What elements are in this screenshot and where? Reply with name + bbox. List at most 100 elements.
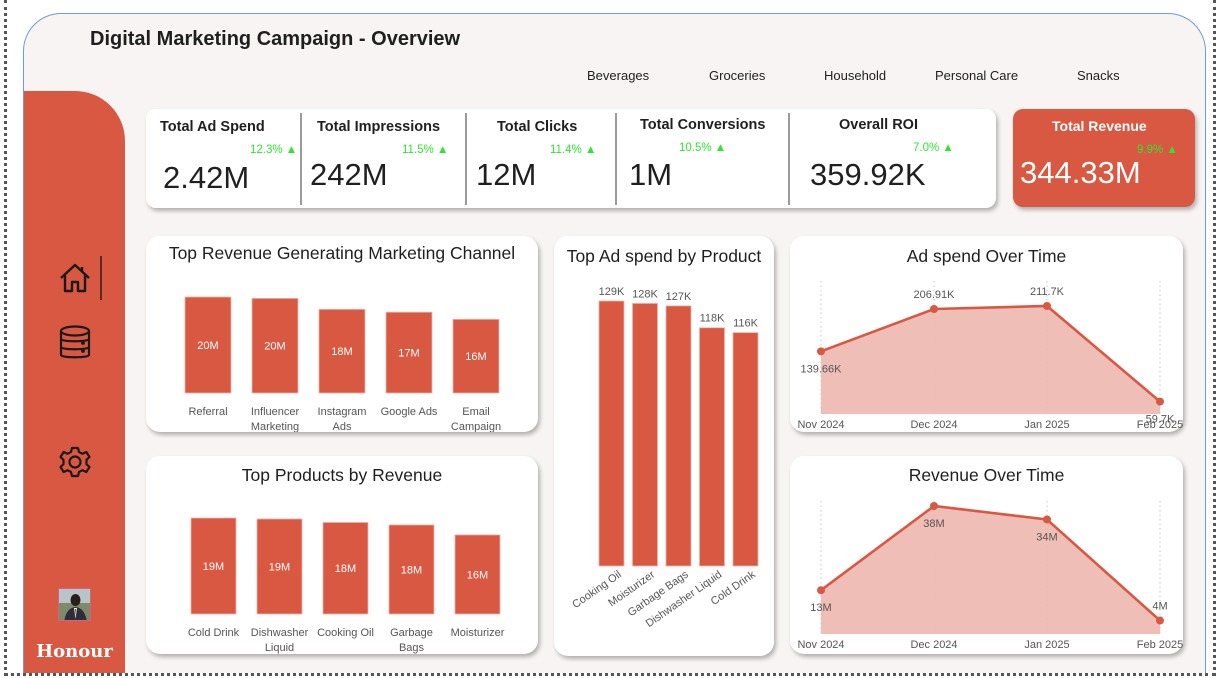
page-frame [4, 0, 1216, 676]
bar-value-label: 129K [599, 286, 625, 298]
x-tick-label: Nov 2024 [797, 639, 844, 651]
bar-value-label: 17M [398, 348, 419, 360]
home-icon[interactable] [58, 261, 92, 295]
series-line [820, 504, 1161, 622]
kpi-label: Total Conversions [640, 117, 766, 133]
x-tick-label: Campaign [451, 421, 501, 432]
bar-value-label: 19M [203, 561, 224, 573]
kpi-divider [465, 113, 467, 205]
data-point [1156, 397, 1164, 406]
bar-value-label: 18M [331, 346, 352, 358]
adspend-time-chart: 139.66K Nov 2024 206.91K Dec 2024 211.7K Jan … [797, 281, 1183, 431]
avatar[interactable] [58, 588, 91, 621]
kpi-delta: 7.0% ▲ [913, 142, 954, 154]
x-tick-label: Dec 2024 [910, 639, 957, 651]
data-label: 206.91K [914, 289, 956, 301]
bar-value-label: 118K [700, 313, 726, 325]
chart-title: Ad spend Over Time [906, 246, 1067, 266]
data-label: 4M [1152, 601, 1167, 613]
bar-value-label: 20M [264, 341, 285, 353]
bar [256, 518, 303, 615]
area-fill [821, 306, 1160, 414]
kpi-value: 344.33M [1020, 155, 1141, 190]
kpi-label: Total Revenue [1052, 118, 1147, 134]
gear-icon[interactable] [58, 445, 92, 479]
kpi-total-impressions[interactable]: Total Impressions 11.5% ▲ 242M [302, 109, 466, 208]
bar-value-label: 116K [733, 318, 759, 330]
bar [388, 524, 435, 615]
bar-value-label: 19M [269, 561, 290, 573]
x-tick-label: Garbage [390, 627, 433, 639]
database-icon[interactable] [58, 325, 92, 359]
kpi-value: 242M [310, 157, 388, 192]
x-tick-label: Marketing [251, 421, 299, 432]
kpi-delta: 12.3% ▲ [250, 144, 298, 156]
active-nav-indicator [100, 256, 102, 300]
bar-value-label: 20M [197, 340, 218, 352]
bar-value-label: 18M [335, 563, 356, 575]
data-point [1156, 616, 1164, 625]
bar [452, 318, 500, 394]
bar-value-label: 128K [632, 288, 658, 300]
product-revenue-chart: 19M Cold Drink 19M Dishwasher Liquid 18M Cooki… [188, 517, 505, 654]
data-label: 34M [1036, 531, 1057, 543]
slicer-item-beverages[interactable]: Beverages [587, 68, 650, 83]
chart-title: Revenue Over Time [908, 465, 1065, 485]
kpi-total-conversions[interactable]: Total Conversions 10.5% ▲ 1M [617, 109, 787, 208]
data-point [817, 347, 825, 356]
bar [251, 298, 299, 394]
data-label: 211.7K [1030, 286, 1065, 298]
chart-title: Top Ad spend by Product [566, 246, 762, 266]
data-point [817, 586, 825, 595]
kpi-total-ad-spend[interactable]: Total Ad Spend 12.3% ▲ 2.42M [146, 109, 300, 208]
kpi-overall-roi[interactable]: Overall ROI 7.0% ▲ 359.92K [790, 109, 996, 208]
kpi-total-revenue[interactable]: Total Revenue 9.9% ▲ 344.33M [1013, 109, 1195, 207]
kpi-strip: Total Ad Spend 12.3% ▲ 2.42M Total Impre… [146, 109, 996, 208]
data-label: 139.66K [801, 363, 843, 375]
x-tick-label: Cold Drink [188, 627, 240, 639]
x-tick-label: Jan 2025 [1024, 639, 1069, 651]
kpi-delta: 11.5% ▲ [402, 144, 449, 156]
x-tick-label: Feb 2025 [1137, 639, 1183, 651]
series-line [820, 304, 1161, 403]
report-canvas: Digital Marketing Campaign - Overview Be… [23, 13, 1206, 673]
revenue-time-chart-card: Revenue Over Time 13M Nov 2024 38M Dec 2024… [790, 456, 1183, 654]
adspend-time-chart-card: Ad spend Over Time 139.66K Nov 2024 206.91… [790, 236, 1183, 432]
slicer-item-groceries[interactable]: Groceries [709, 68, 766, 83]
kpi-value: 12M [476, 157, 537, 192]
kpi-total-clicks[interactable]: Total Clicks 11.4% ▲ 12M [467, 109, 615, 208]
data-label: 38M [923, 518, 944, 530]
sidebar: Honour [24, 91, 125, 673]
page-title: Digital Marketing Campaign - Overview [90, 28, 461, 50]
x-tick-label: Jan 2025 [1024, 419, 1069, 431]
data-label: 13M [810, 602, 831, 614]
kpi-value: 2.42M [163, 160, 250, 195]
bar [454, 534, 501, 615]
bar [732, 332, 759, 567]
bar [385, 311, 433, 394]
kpi-delta: 11.4% ▲ [550, 144, 597, 156]
x-tick-label: Google Ads [381, 406, 438, 418]
kpi-divider [788, 113, 790, 205]
x-tick-label: Moisturizer [451, 627, 505, 639]
x-tick-label: Influencer [251, 406, 300, 418]
bar [184, 296, 232, 394]
slicer-item-personal-care[interactable]: Personal Care [935, 68, 1019, 83]
bar [665, 305, 692, 567]
area-fill [821, 506, 1160, 634]
slicer-item-snacks[interactable]: Snacks [1077, 68, 1120, 83]
bar-value-label: 127K [666, 291, 692, 303]
data-point [930, 305, 938, 314]
bar-value-label: 16M [467, 569, 488, 581]
channel-revenue-chart: 20M Referral 20M Influencer Marketing 18M Inst… [184, 296, 501, 432]
kpi-label: Total Impressions [317, 119, 441, 135]
slicer-item-household[interactable]: Household [824, 68, 887, 83]
profile-name: Honour [36, 641, 113, 662]
channel-revenue-chart-card: Top Revenue Generating Marketing Channel… [146, 236, 538, 432]
bar [190, 517, 237, 615]
chart-title: Top Revenue Generating Marketing Channel [168, 243, 516, 263]
data-point [1043, 302, 1051, 310]
revenue-time-chart: 13M Nov 2024 38M Dec 2024 34M Jan 2025 4M Feb 2… [797, 501, 1183, 651]
chart-title: Top Products by Revenue [241, 465, 443, 485]
x-tick-label: Dishwasher [251, 627, 309, 639]
